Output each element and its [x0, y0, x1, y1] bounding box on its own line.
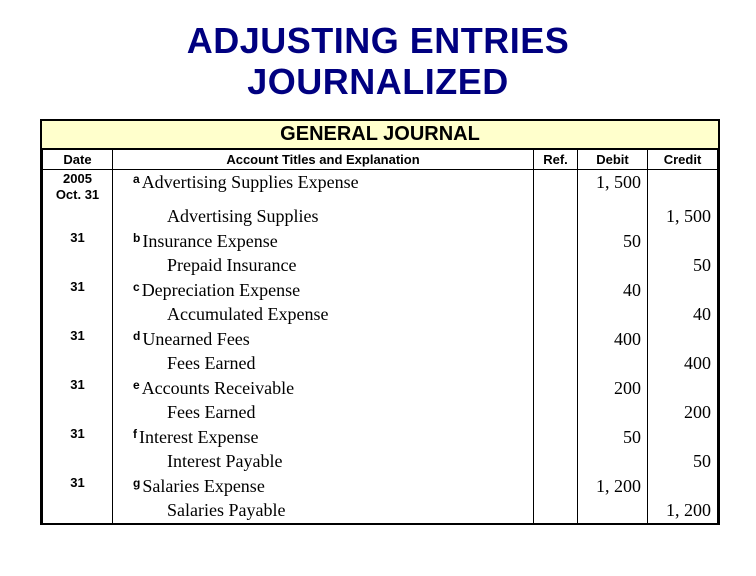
credit-account: Interest Payable	[119, 450, 527, 473]
date: 31	[43, 376, 113, 401]
entry-tag: g	[133, 476, 140, 490]
table-row: 31 bInsurance Expense 50	[43, 229, 718, 254]
col-date: Date	[43, 149, 113, 169]
debit-amount: 200	[578, 376, 648, 401]
debit-account: Depreciation Expense	[142, 280, 300, 300]
debit-account: Interest Expense	[139, 427, 258, 447]
entry-tag: d	[133, 329, 140, 343]
table-row: Fees Earned 400	[43, 351, 718, 376]
date: 31	[43, 278, 113, 303]
credit-amount: 40	[648, 302, 718, 327]
table-row: Salaries Payable 1, 200	[43, 498, 718, 523]
credit-amount: 1, 500	[648, 204, 718, 229]
table-row: Fees Earned 200	[43, 400, 718, 425]
debit-account: Accounts Receivable	[142, 378, 294, 398]
table-row: 31 eAccounts Receivable 200	[43, 376, 718, 401]
credit-account: Fees Earned	[119, 401, 527, 424]
credit-amount: 200	[648, 400, 718, 425]
entry-tag: f	[133, 427, 137, 441]
title-line-2: JOURNALIZED	[247, 61, 509, 102]
date: 31	[43, 425, 113, 450]
entry-tag: c	[133, 280, 140, 294]
page-title: ADJUSTING ENTRIES JOURNALIZED	[40, 20, 716, 103]
debit-amount: 40	[578, 278, 648, 303]
debit-amount: 1, 200	[578, 474, 648, 499]
entry-tag: a	[133, 172, 140, 186]
date: Oct. 31	[56, 187, 99, 202]
table-row: Accumulated Expense 40	[43, 302, 718, 327]
table-row: 31 gSalaries Expense 1, 200	[43, 474, 718, 499]
debit-amount: 400	[578, 327, 648, 352]
date: 31	[43, 474, 113, 499]
entry-tag: e	[133, 378, 140, 392]
credit-account: Salaries Payable	[119, 499, 527, 522]
journal-table: Date Account Titles and Explanation Ref.…	[42, 149, 718, 523]
debit-account: Insurance Expense	[142, 231, 277, 251]
table-row: 31 cDepreciation Expense 40	[43, 278, 718, 303]
credit-amount: 1, 200	[648, 498, 718, 523]
table-row: 2005Oct. 31 aAdvertising Supplies Expens…	[43, 169, 718, 204]
debit-account: Unearned Fees	[142, 329, 249, 349]
credit-account: Fees Earned	[119, 352, 527, 375]
table-row: 31 dUnearned Fees 400	[43, 327, 718, 352]
debit-account: Advertising Supplies Expense	[142, 172, 359, 192]
date: 31	[43, 327, 113, 352]
debit-amount: 50	[578, 229, 648, 254]
journal-header: GENERAL JOURNAL	[42, 121, 718, 149]
general-journal: GENERAL JOURNAL Date Account Titles and …	[40, 119, 720, 525]
entry-tag: b	[133, 231, 140, 245]
credit-account: Accumulated Expense	[119, 303, 527, 326]
col-ref: Ref.	[534, 149, 578, 169]
title-line-1: ADJUSTING ENTRIES	[187, 20, 570, 61]
table-row: Advertising Supplies 1, 500	[43, 204, 718, 229]
year: 2005	[63, 171, 92, 186]
credit-amount: 50	[648, 449, 718, 474]
col-credit: Credit	[648, 149, 718, 169]
table-row: Interest Payable 50	[43, 449, 718, 474]
debit-amount: 1, 500	[578, 169, 648, 204]
credit-account: Advertising Supplies	[119, 205, 527, 228]
credit-amount: 50	[648, 253, 718, 278]
table-row: 31 fInterest Expense 50	[43, 425, 718, 450]
col-debit: Debit	[578, 149, 648, 169]
credit-amount: 400	[648, 351, 718, 376]
col-acct: Account Titles and Explanation	[113, 149, 534, 169]
date: 31	[43, 229, 113, 254]
credit-account: Prepaid Insurance	[119, 254, 527, 277]
table-row: Prepaid Insurance 50	[43, 253, 718, 278]
debit-account: Salaries Expense	[142, 476, 264, 496]
debit-amount: 50	[578, 425, 648, 450]
